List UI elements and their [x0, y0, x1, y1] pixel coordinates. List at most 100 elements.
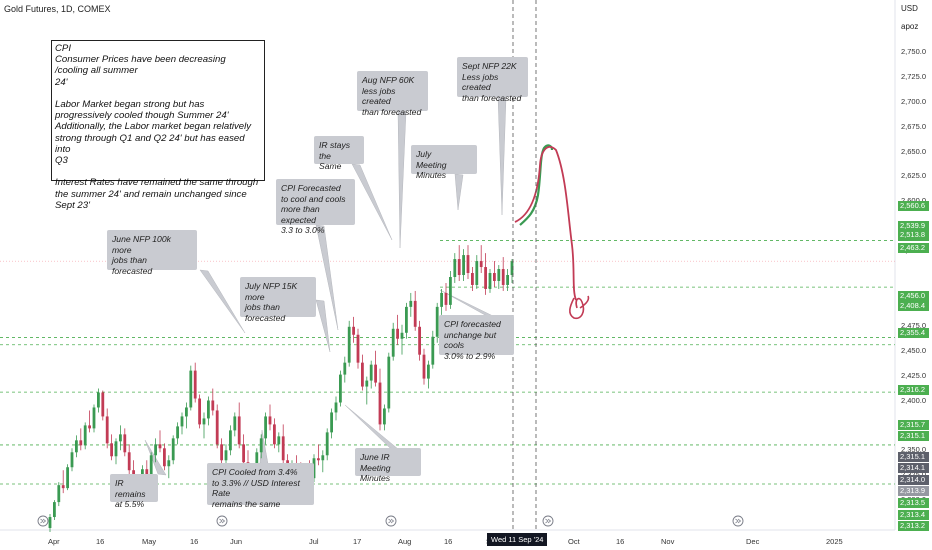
candle-body [391, 328, 395, 357]
time-tick: Dec [746, 537, 760, 546]
note-july-nfp[interactable]: July NFP 15K more jobs than forecasted [240, 277, 316, 323]
candle [215, 404, 219, 449]
candle [339, 370, 342, 407]
candle [334, 396, 338, 421]
candle [369, 360, 373, 389]
candle-body [422, 354, 426, 379]
price-badge: 2,463.2 [898, 243, 929, 253]
candle [435, 302, 439, 343]
candle [317, 444, 320, 466]
candle-body [352, 326, 355, 335]
candle-body [317, 458, 320, 461]
candle [378, 368, 382, 431]
price-badge: 2,315.1 [898, 452, 929, 462]
candle-body [92, 407, 96, 429]
candle-body [347, 326, 351, 363]
candle [220, 438, 223, 465]
candle-body [497, 269, 501, 281]
note-cpi-forecast-2[interactable]: CPI forecasted unchange but cools 3.0% t… [439, 315, 514, 361]
candle-body [427, 364, 430, 379]
candle-body [321, 455, 325, 461]
candle-body [409, 300, 413, 307]
price-tick: 2,325.0 [901, 470, 926, 479]
candle [391, 322, 395, 361]
candle [400, 324, 404, 355]
price-badge: 2,316.2 [898, 385, 929, 395]
cpi-summary-box[interactable]: CPI Consumer Prices have been decreasing… [51, 40, 265, 211]
candle [365, 376, 369, 405]
note-ir-remains[interactable]: IR remains at 5.5% [110, 474, 158, 509]
candle [229, 425, 232, 456]
note-connectors [144, 96, 507, 476]
candle [185, 402, 188, 429]
candle [207, 396, 210, 426]
candle-body [61, 485, 65, 489]
price-badge: 2,314.1 [898, 463, 929, 473]
candle-body [189, 370, 193, 408]
candle [163, 443, 166, 471]
candle-body [202, 418, 206, 425]
candle [475, 255, 479, 289]
note-cpi-cooled[interactable]: CPI Cooled from 3.4% to 3.3% // USD Inte… [207, 463, 314, 509]
price-tick: 2,350.0 [901, 445, 927, 455]
event-icon [542, 515, 554, 527]
candle-body [361, 362, 364, 387]
price-badge: 2,313.2 [898, 521, 929, 531]
candle [312, 454, 316, 483]
candle-body [114, 441, 118, 457]
candle-body [484, 267, 487, 289]
note-aug-nfp[interactable]: Aug NFP 60K less jobs created than forec… [357, 71, 428, 117]
note-connector [439, 289, 494, 317]
candle [189, 365, 193, 411]
price-badge: 2,408.4 [898, 301, 929, 311]
event-icons [37, 515, 744, 527]
candle [347, 320, 351, 367]
candle [497, 265, 501, 289]
candle-body [435, 306, 439, 337]
candle-body [255, 452, 259, 471]
candle-body [75, 440, 78, 453]
candle [211, 388, 215, 416]
note-cpi-forecasted[interactable]: CPI Forecasted to cool and cools more th… [276, 179, 355, 235]
candle [83, 422, 87, 450]
candle-body [475, 261, 479, 285]
price-tick: 2,450.0 [901, 345, 927, 355]
note-july-meeting[interactable]: July Meeting Minutes [411, 145, 477, 180]
candle [510, 259, 514, 283]
candle [457, 245, 461, 281]
chart-title: Gold Futures, 1D, COMEX [4, 4, 111, 14]
candle [422, 348, 426, 385]
currency-label[interactable]: USD [901, 4, 918, 13]
candle [277, 432, 281, 453]
candle [114, 438, 118, 465]
candle [79, 428, 83, 451]
price-tick: 2,625.0 [901, 171, 927, 181]
candle [444, 282, 448, 311]
candle [453, 253, 457, 283]
note-connector [497, 96, 507, 216]
candle [202, 412, 206, 439]
projection-drawings [514, 144, 590, 320]
price-badge: 2,313.5 [898, 498, 929, 508]
candle-body [339, 374, 342, 403]
user-label: apoz [901, 22, 919, 31]
time-tick: 2025 [826, 537, 843, 546]
time-tick: Apr [48, 537, 60, 546]
candle-body [163, 448, 166, 467]
candle [273, 418, 276, 449]
price-tick: 2,675.0 [901, 121, 927, 131]
candle-body [413, 300, 417, 327]
note-ir-stays[interactable]: IR stays the Same [314, 136, 364, 171]
event-icon-arrow [40, 518, 47, 524]
candle-body [277, 436, 281, 445]
candle-body [119, 434, 122, 442]
grid [0, 0, 896, 531]
candle [281, 424, 285, 465]
candle-body [369, 364, 373, 381]
note-sept-nfp[interactable]: Sept NFP 22K Less jobs created than fore… [457, 57, 528, 103]
note-june-nfp[interactable]: June NFP 100k more jobs than forecasted [107, 230, 197, 276]
candle-body [123, 434, 127, 453]
note-june-ir[interactable]: June IR Meeting Minutes [355, 448, 421, 483]
candle [493, 261, 496, 287]
